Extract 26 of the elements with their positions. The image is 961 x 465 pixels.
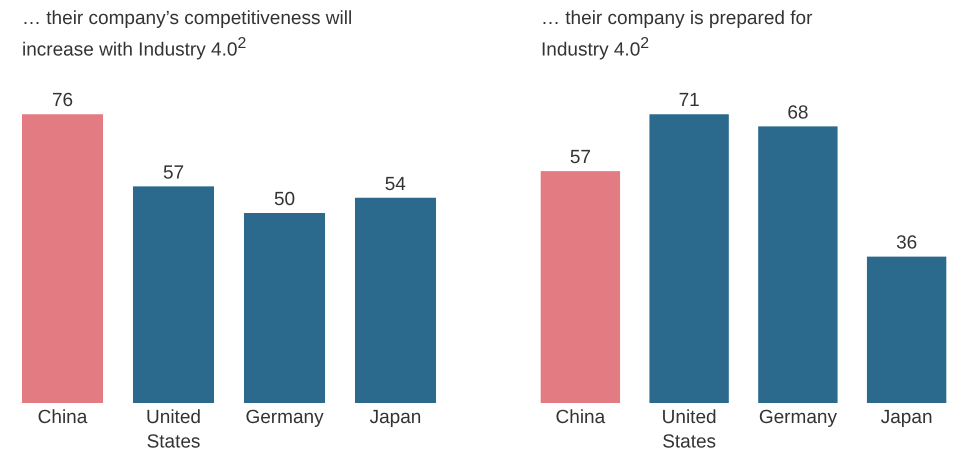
data-label: 68 [787, 102, 808, 124]
data-label: 36 [896, 232, 918, 254]
x-tick-label: Japan [880, 407, 933, 428]
data-label: 71 [678, 90, 700, 112]
bar [244, 213, 326, 403]
bar [758, 126, 838, 403]
chart-title: … their company’s competitiveness will increase with Industry 4.0$^{2}$ [22, 7, 354, 62]
bar [22, 114, 104, 403]
data-label: 54 [384, 174, 406, 195]
bar [649, 114, 729, 403]
x-tick-label: Germany [758, 407, 838, 428]
x-tick-label: United States [662, 407, 717, 453]
x-tick-label: Germany [245, 407, 324, 428]
x-tick-label: Japan [370, 407, 422, 428]
data-label: 57 [162, 162, 184, 184]
x-tick-label: China [38, 407, 88, 428]
data-label: 57 [570, 147, 591, 168]
bar [540, 171, 620, 403]
x-tick-label: China [556, 407, 606, 428]
bar [132, 186, 214, 403]
data-label: 76 [52, 90, 74, 112]
bar [866, 256, 946, 403]
chart-title: … their company is prepared for Industry 4.0$^{2}$ [541, 7, 814, 62]
bar [354, 198, 436, 403]
x-tick-label: United States [146, 407, 201, 453]
data-label: 50 [274, 189, 296, 210]
